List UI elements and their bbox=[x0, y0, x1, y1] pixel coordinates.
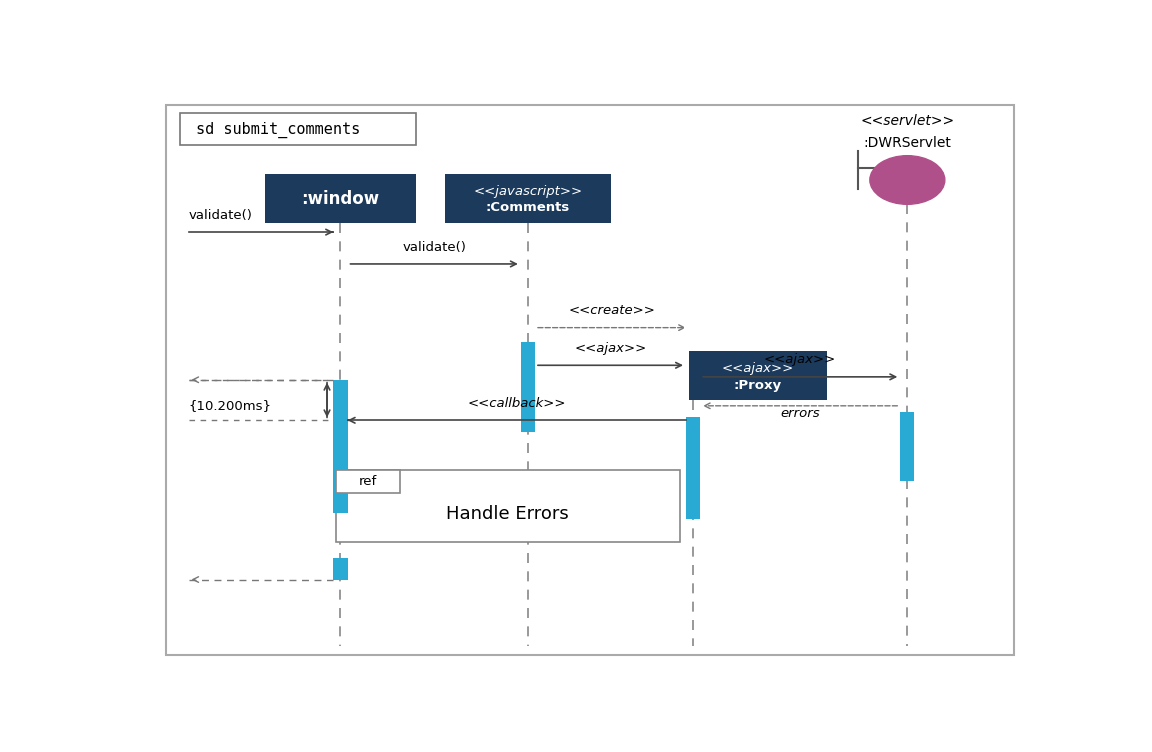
Text: validate(): validate() bbox=[402, 241, 467, 253]
Bar bbox=[685, 417, 700, 519]
Text: errors: errors bbox=[780, 408, 820, 420]
Text: sd submit_comments: sd submit_comments bbox=[196, 122, 361, 138]
Text: <<ajax>>: <<ajax>> bbox=[764, 353, 836, 366]
Text: validate(): validate() bbox=[189, 209, 252, 222]
Bar bbox=[336, 469, 400, 493]
Bar bbox=[445, 174, 611, 223]
Bar bbox=[900, 411, 915, 481]
Circle shape bbox=[870, 156, 945, 205]
Text: {10.200ms}: {10.200ms} bbox=[189, 399, 272, 412]
Text: ref: ref bbox=[359, 475, 377, 487]
Bar bbox=[333, 557, 348, 580]
Text: <<javascript>>: <<javascript>> bbox=[473, 185, 583, 198]
Text: :window: :window bbox=[302, 190, 379, 208]
Text: :Proxy: :Proxy bbox=[734, 379, 782, 392]
Bar bbox=[521, 342, 535, 432]
Bar bbox=[180, 114, 416, 145]
Bar bbox=[265, 174, 416, 223]
Text: <<ajax>>: <<ajax>> bbox=[575, 342, 646, 355]
Text: <<ajax>>: <<ajax>> bbox=[721, 362, 794, 374]
Text: <<callback>>: <<callback>> bbox=[468, 397, 566, 410]
Text: :DWRServlet: :DWRServlet bbox=[863, 136, 952, 150]
Text: :Comments: :Comments bbox=[486, 202, 570, 214]
Text: <<create>>: <<create>> bbox=[568, 305, 655, 317]
Text: <<servlet>>: <<servlet>> bbox=[861, 114, 954, 128]
Bar bbox=[336, 469, 680, 542]
Bar bbox=[689, 350, 827, 400]
Bar bbox=[333, 380, 348, 513]
Text: Handle Errors: Handle Errors bbox=[447, 505, 569, 523]
